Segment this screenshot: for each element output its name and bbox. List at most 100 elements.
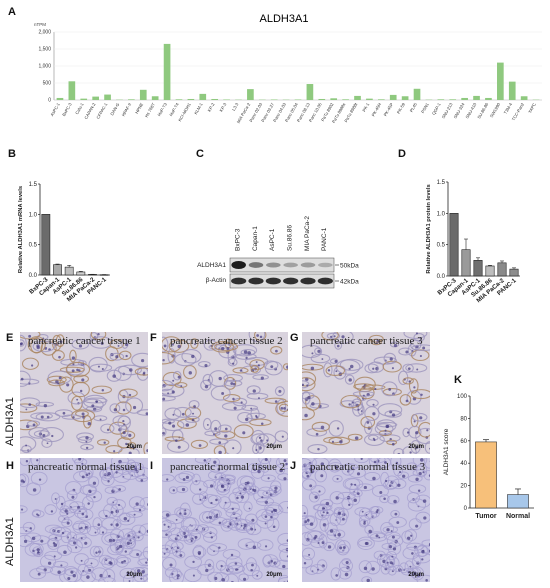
row-label-cancer: ALDH3A1	[4, 397, 16, 446]
nucleus	[317, 349, 321, 353]
bar	[473, 260, 483, 277]
bar	[199, 93, 207, 100]
bar	[318, 98, 326, 100]
cell-outline	[131, 524, 147, 537]
nucleus	[106, 428, 110, 432]
nucleus	[373, 438, 376, 442]
cell-outline	[323, 541, 335, 552]
cell-outline	[134, 367, 148, 376]
cell-outline	[224, 573, 239, 582]
nucleus	[348, 378, 352, 382]
nucleus	[334, 359, 338, 363]
nucleus	[75, 546, 78, 549]
cell-outline	[162, 336, 169, 353]
x-tick-label: PK-59	[396, 101, 406, 114]
nucleus	[285, 462, 288, 466]
cell-outline	[369, 505, 384, 515]
cell-outline	[227, 565, 246, 573]
cell-outline	[276, 398, 287, 415]
x-tick-label: AsPC-1	[49, 101, 61, 117]
cell-outline	[74, 553, 89, 566]
cell-outline	[27, 336, 46, 354]
x-tick-label: BxPC-3	[61, 101, 73, 117]
nucleus	[221, 391, 225, 395]
nucleus	[270, 365, 274, 369]
cell-outline	[220, 518, 233, 532]
nucleus	[384, 429, 387, 432]
nucleus	[220, 484, 224, 488]
cell-outline	[418, 421, 430, 438]
y-tick-label: 20	[460, 484, 467, 490]
nucleus	[240, 401, 243, 404]
nucleus	[245, 544, 248, 547]
cell-outline	[337, 540, 351, 554]
cell-outline	[380, 521, 395, 536]
nucleus	[168, 421, 172, 425]
cell-outline	[402, 427, 411, 438]
nucleus	[87, 502, 90, 505]
cell-outline	[227, 358, 238, 367]
bar	[306, 84, 314, 100]
nucleus	[425, 579, 428, 582]
nucleus	[261, 496, 264, 499]
cell-outline	[36, 565, 53, 574]
nucleus	[274, 400, 278, 403]
nucleus	[326, 511, 329, 514]
nucleus	[372, 476, 376, 481]
cell-outline	[218, 343, 237, 359]
cell-outline	[83, 415, 92, 429]
cell-outline	[408, 484, 427, 494]
nucleus	[283, 581, 286, 582]
cell-outline	[89, 332, 99, 341]
cell-outline	[393, 448, 405, 454]
nucleus	[351, 401, 354, 404]
cell-outline	[415, 511, 430, 524]
y-tick-label: 0.0	[437, 274, 446, 280]
cell-outline	[178, 471, 195, 481]
cell-outline	[238, 573, 249, 582]
cell-outline	[240, 349, 256, 356]
nucleus	[283, 459, 287, 463]
cell-outline	[61, 414, 82, 420]
histology-caption: pancreatic normal tissue 1	[28, 461, 144, 473]
cell-outline	[415, 494, 430, 508]
tissue-texture	[20, 332, 148, 454]
nucleus	[391, 535, 395, 539]
nucleus	[399, 471, 402, 474]
nucleus	[317, 568, 319, 571]
nucleus	[286, 555, 288, 558]
cell-outline	[172, 370, 182, 381]
nucleus	[213, 460, 217, 464]
nucleus	[108, 538, 113, 543]
nucleus	[420, 458, 424, 462]
cell-outline	[20, 332, 41, 340]
cell-outline	[221, 402, 247, 411]
cell-outline	[112, 484, 126, 493]
tissue-texture	[162, 458, 288, 582]
nucleus	[308, 553, 311, 556]
cell-outline	[53, 560, 69, 568]
scale-bar-label: 20μm	[126, 444, 142, 450]
nucleus	[183, 535, 188, 539]
cell-outline	[324, 522, 338, 536]
nucleus	[391, 442, 395, 446]
nucleus	[140, 577, 143, 580]
lane-label: MIA PaCa-2	[304, 216, 311, 251]
nucleus	[85, 436, 89, 440]
cell-outline	[370, 338, 382, 346]
cell-outline	[24, 542, 42, 557]
cell-outline	[302, 363, 324, 371]
cell-outline	[412, 458, 428, 467]
nucleus	[233, 406, 237, 410]
cell-outline	[307, 443, 328, 454]
cell-outline	[278, 574, 288, 582]
y-axis-label: Relative ALDH3A1 protein levels	[426, 184, 432, 273]
cell-outline	[382, 360, 402, 373]
nucleus	[282, 564, 286, 569]
chart-k: ALDH3A1 score 0 20 40 60 80 100 Tumor Normal	[443, 394, 534, 520]
nucleus	[396, 521, 400, 524]
cell-outline	[391, 478, 407, 490]
nucleus	[419, 354, 422, 358]
cell-outline	[111, 499, 126, 511]
y-tick-label: 0.0	[29, 273, 38, 279]
